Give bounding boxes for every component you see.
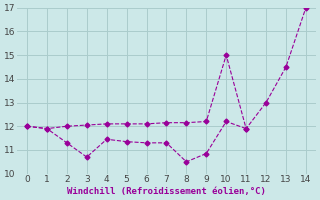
X-axis label: Windchill (Refroidissement éolien,°C): Windchill (Refroidissement éolien,°C)	[67, 187, 266, 196]
